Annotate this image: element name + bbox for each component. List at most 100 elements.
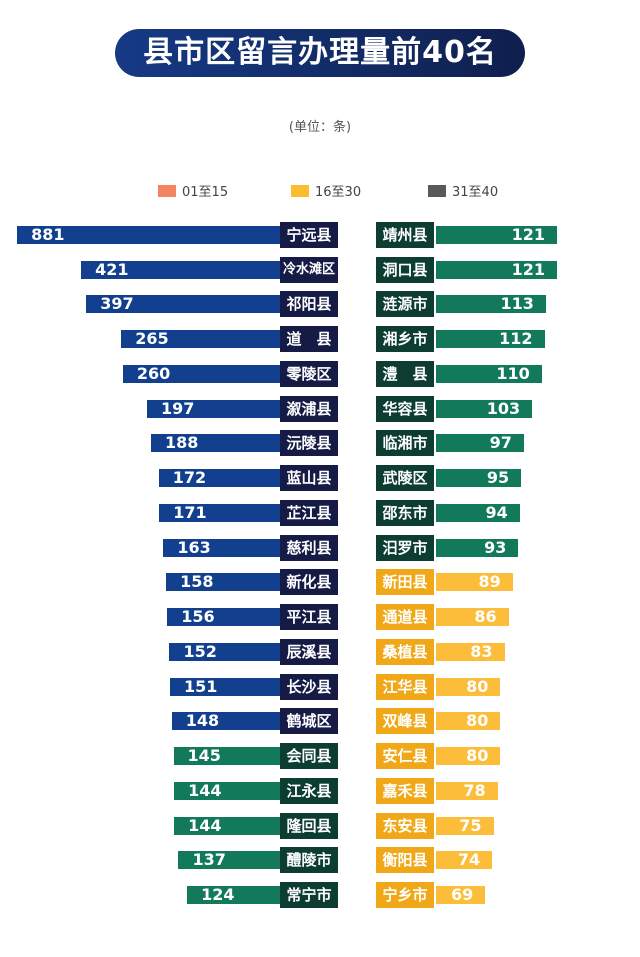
page-title: 县市区留言办理量前40名 (115, 29, 525, 77)
chart-row: 260 零陵区 澧 县 110 (0, 360, 640, 387)
label-right: 双峰县 (376, 708, 434, 735)
label-right: 衡阳县 (376, 847, 434, 874)
chart-row: 145 会同县 安仁县 80 (0, 743, 640, 770)
bar-right: 86 (436, 608, 509, 627)
bar-left: 265 (121, 330, 280, 349)
bar-right: 97 (436, 434, 524, 453)
chart-row: 881 宁远县 靖州县 121 (0, 222, 640, 248)
bar-right: 83 (436, 642, 505, 661)
label-right: 澧 县 (376, 360, 434, 387)
bar-left: 397 (86, 295, 280, 314)
label-left: 辰溪县 (280, 638, 338, 665)
label-right: 安仁县 (376, 743, 434, 770)
chart-row: 124 常宁市 宁乡市 69 (0, 882, 640, 909)
label-left: 长沙县 (280, 673, 338, 700)
bar-left: 144 (174, 816, 280, 835)
label-left: 醴陵市 (280, 847, 338, 874)
label-right: 靖州县 (376, 222, 434, 248)
label-left: 沅陵县 (280, 430, 338, 457)
legend-item-3: 31至40 (428, 181, 498, 200)
bar-right: 95 (436, 469, 522, 488)
bar-right: 78 (436, 781, 498, 800)
label-left: 宁远县 (280, 222, 338, 248)
label-right: 武陵区 (376, 465, 434, 492)
bar-right: 113 (436, 295, 546, 314)
label-right: 新田县 (376, 569, 434, 596)
bar-right: 80 (436, 747, 501, 766)
bar-left: 188 (151, 434, 280, 453)
label-left: 零陵区 (280, 360, 338, 387)
bar-left: 144 (174, 781, 280, 800)
label-right: 湘乡市 (376, 326, 434, 353)
label-left: 溆浦县 (280, 395, 338, 422)
bar-right: 112 (436, 330, 545, 349)
label-right: 邵东市 (376, 499, 434, 526)
bar-right: 121 (436, 260, 557, 279)
bar-right: 80 (436, 712, 501, 731)
chart-row: 163 慈利县 汨罗市 93 (0, 534, 640, 561)
bar-left: 881 (17, 226, 280, 244)
chart-row: 148 鹤城区 双峰县 80 (0, 708, 640, 735)
bar-right: 80 (436, 677, 501, 696)
legend-item-2: 16至30 (291, 181, 361, 200)
legend-swatch (291, 184, 309, 197)
label-right: 临湘市 (376, 430, 434, 457)
bar-right: 75 (436, 816, 494, 835)
chart-row: 421 冷水滩区 洞口县 121 (0, 256, 640, 283)
bar-right: 89 (436, 573, 513, 592)
label-right: 洞口县 (376, 256, 434, 283)
bar-left: 171 (159, 503, 280, 522)
label-left: 芷江县 (280, 499, 338, 526)
label-left: 冷水滩区 (280, 256, 338, 283)
label-left: 隆回县 (280, 812, 338, 839)
bar-left: 172 (158, 469, 280, 488)
bar-right: 69 (436, 886, 486, 905)
label-left: 慈利县 (280, 534, 338, 561)
label-left: 常宁市 (280, 882, 338, 909)
bar-right: 93 (436, 538, 519, 557)
label-right: 华容县 (376, 395, 434, 422)
legend-label: 31至40 (452, 185, 499, 200)
chart-row: 197 溆浦县 华容县 103 (0, 395, 640, 422)
chart-row: 188 沅陵县 临湘市 97 (0, 430, 640, 457)
bar-left: 137 (178, 851, 280, 870)
legend-label: 01至15 (182, 185, 229, 200)
bar-right: 94 (436, 503, 520, 522)
chart-row: 144 隆回县 东安县 75 (0, 812, 640, 839)
label-right: 汨罗市 (376, 534, 434, 561)
label-left: 会同县 (280, 743, 338, 770)
bar-left: 158 (166, 573, 280, 592)
bar-left: 156 (167, 608, 280, 627)
label-right: 宁乡市 (376, 882, 434, 909)
bar-left: 260 (122, 364, 280, 383)
label-right: 东安县 (376, 812, 434, 839)
label-right: 嘉禾县 (376, 777, 434, 804)
chart-row: 156 平江县 通道县 86 (0, 604, 640, 631)
chart-row: 172 蓝山县 武陵区 95 (0, 465, 640, 492)
label-right: 通道县 (376, 604, 434, 631)
label-right: 涟源市 (376, 291, 434, 318)
bar-left: 197 (146, 399, 280, 418)
label-left: 蓝山县 (280, 465, 338, 492)
label-left: 平江县 (280, 604, 338, 631)
chart-row: 265 道 县 湘乡市 112 (0, 326, 640, 353)
unit-label: (单位：条) (288, 120, 352, 135)
legend-swatch (428, 184, 446, 197)
bar-right: 110 (436, 364, 542, 383)
label-right: 桑植县 (376, 638, 434, 665)
bar-left: 152 (169, 642, 280, 661)
label-right: 江华县 (376, 673, 434, 700)
bar-left: 124 (187, 886, 280, 905)
bar-left: 163 (163, 538, 280, 557)
label-left: 祁阳县 (280, 291, 338, 318)
label-left: 新化县 (280, 569, 338, 596)
legend-label: 16至30 (315, 185, 362, 200)
bar-left: 145 (173, 747, 280, 766)
legend-swatch (158, 184, 176, 197)
bar-right: 74 (436, 851, 493, 870)
chart-row: 144 江永县 嘉禾县 78 (0, 777, 640, 804)
label-left: 鹤城区 (280, 708, 338, 735)
bar-left: 151 (170, 677, 280, 696)
bar-left: 148 (171, 712, 280, 731)
label-left: 江永县 (280, 777, 338, 804)
